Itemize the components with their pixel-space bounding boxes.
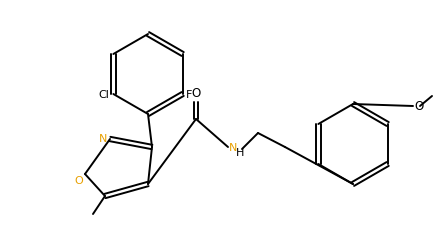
- Text: O: O: [74, 175, 83, 185]
- Text: Cl: Cl: [99, 90, 109, 100]
- Text: O: O: [191, 87, 201, 100]
- Text: H: H: [236, 147, 244, 157]
- Text: F: F: [186, 90, 192, 100]
- Text: O: O: [414, 100, 423, 113]
- Text: N: N: [229, 142, 237, 152]
- Text: N: N: [99, 134, 107, 143]
